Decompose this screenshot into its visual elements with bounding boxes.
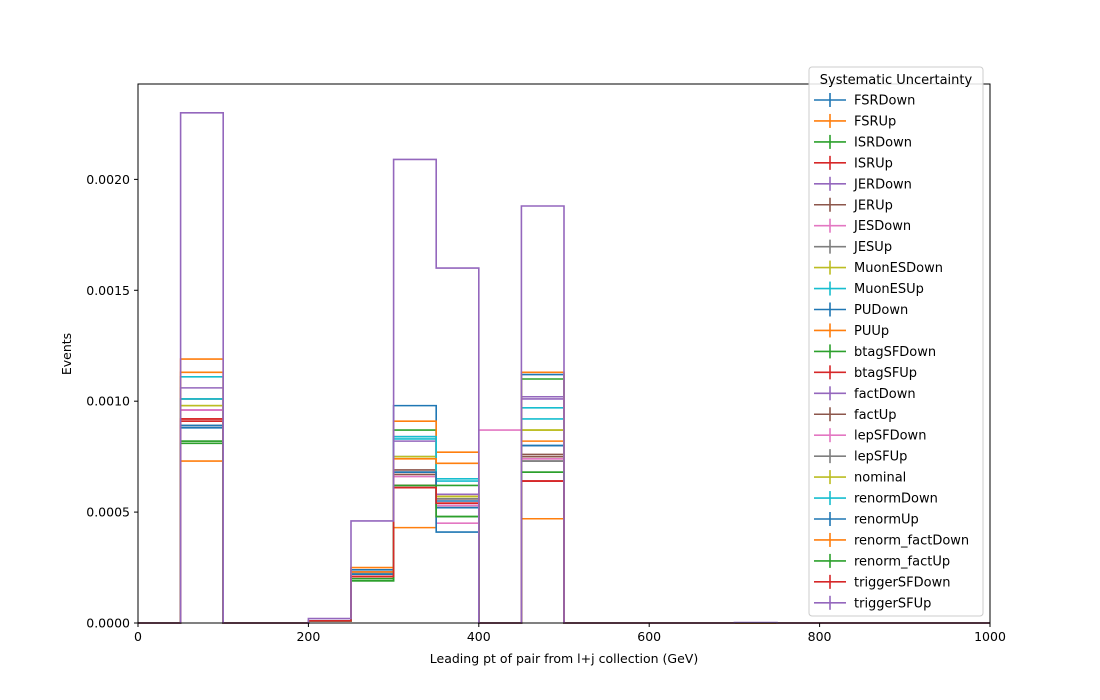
legend: Systematic Uncertainty FSRDown FSRUp ISRDo… [808,66,984,617]
legend-label: nominal [854,471,906,486]
legend-item-renorm_factDown: renorm_factDown [814,532,969,548]
y-tick-label: 0.0015 [86,283,130,298]
legend-item-JESUp: JESUp [814,239,892,255]
legend-label: factDown [854,387,916,402]
legend-label: JESUp [853,240,892,255]
legend-item-JERDown: JERDown [814,176,912,192]
legend-box [808,66,984,617]
legend-label: lepSFUp [854,450,907,465]
legend-item-renorm_factUp: renorm_factUp [814,553,950,569]
legend-label: JERDown [853,177,912,192]
y-tick-label: 0.0020 [86,172,130,187]
legend-label: renorm_factDown [854,533,969,548]
x-tick-label: 1000 [974,629,1006,644]
legend-item-triggerSFDown: triggerSFDown [814,574,950,590]
legend-label: FSRDown [854,94,915,109]
y-tick-label: 0.0000 [86,616,130,631]
legend-item-ISRUp: ISRUp [814,155,893,171]
legend-label: ISRUp [854,156,893,171]
x-tick-label: 800 [808,629,832,644]
legend-item-renormUp: renormUp [814,512,919,528]
legend-label: PUDown [854,303,908,318]
legend-item-ISRDown: ISRDown [814,134,912,150]
legend-label: triggerSFDown [854,575,950,590]
legend-label: renormDown [854,492,938,507]
legend-label: btagSFDown [854,345,936,360]
legend-item-PUUp: PUUp [814,323,889,339]
legend-label: PUUp [854,324,889,339]
legend-label: renormUp [854,513,919,528]
plot-area [137,83,991,624]
legend-items: FSRDown FSRUp ISRDown ISRUp JERDown JERUp JESD… [814,93,969,611]
legend-item-lepSFUp: lepSFUp [814,449,907,465]
legend-label: MuonESUp [854,282,924,297]
x-tick-label: 600 [637,629,661,644]
y-axis: 0.0000 0.0005 0.0010 0.0015 0.0020 [86,172,138,631]
legend-label: btagSFUp [854,366,917,381]
legend-item-MuonESDown: MuonESDown [814,260,943,276]
legend-item-JESDown: JESDown [814,218,911,234]
y-axis-label: Events [59,333,74,375]
legend-item-factDown: factDown [814,386,916,402]
x-tick-label: 400 [467,629,491,644]
x-tick-label: 200 [296,629,320,644]
legend-item-lepSFDown: lepSFDown [814,428,926,444]
legend-item-factUp: factUp [814,407,897,423]
legend-label: renorm_factUp [854,554,950,569]
legend-label: FSRUp [854,114,896,129]
legend-item-JERUp: JERUp [814,197,893,213]
legend-item-btagSFDown: btagSFDown [814,344,936,360]
legend-item-renormDown: renormDown [814,491,938,507]
axes-frame [137,83,991,624]
legend-label: JESDown [853,219,911,234]
legend-item-triggerSFUp: triggerSFUp [814,595,931,611]
legend-item-PUDown: PUDown [814,302,908,318]
legend-item-FSRUp: FSRUp [814,113,896,129]
legend-title: Systematic Uncertainty [820,73,973,88]
legend-item-nominal: nominal [814,470,906,486]
x-axis-label: Leading pt of pair from l+j collection (… [430,651,698,666]
legend-label: MuonESDown [854,261,943,276]
legend-item-FSRDown: FSRDown [814,93,915,109]
x-tick-label: 0 [134,629,142,644]
y-tick-label: 0.0005 [86,505,130,520]
legend-item-MuonESUp: MuonESUp [814,281,924,297]
legend-label: lepSFDown [854,429,926,444]
legend-label: factUp [854,408,897,423]
y-tick-label: 0.0010 [86,394,130,409]
legend-item-btagSFUp: btagSFUp [814,365,917,381]
legend-label: triggerSFUp [854,596,931,611]
legend-label: ISRDown [854,135,912,150]
x-axis: 0 200 400 600 800 1000 [134,623,1006,644]
legend-label: JERUp [853,198,893,213]
